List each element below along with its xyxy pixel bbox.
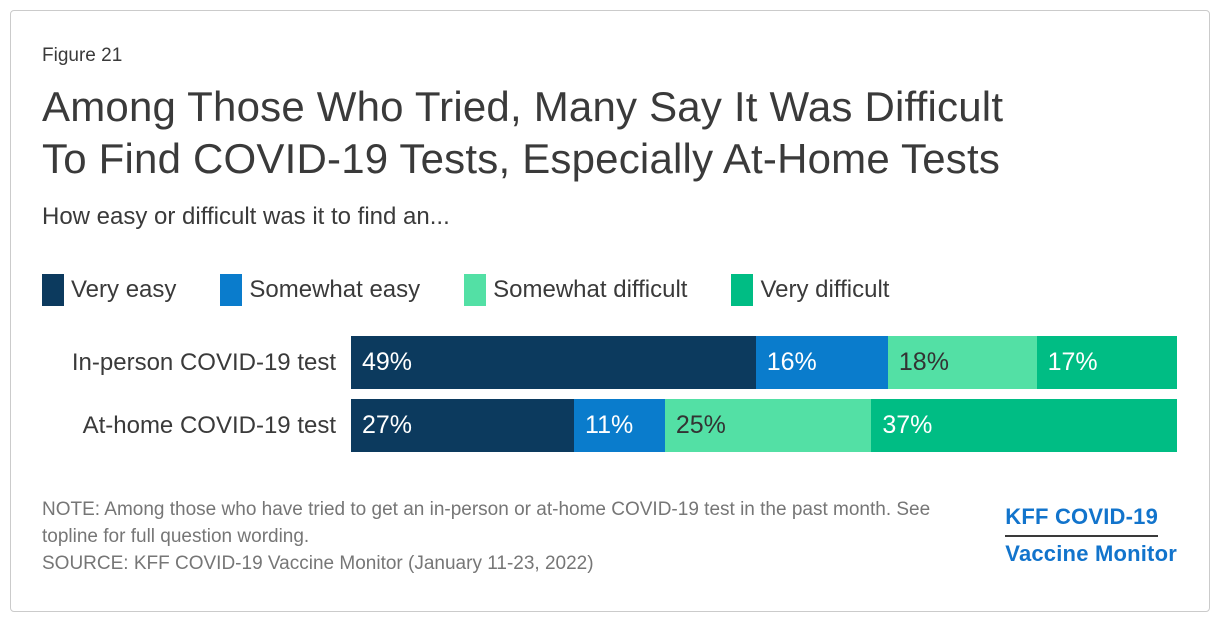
row-label-at-home-covid-19-test: At-home COVID-19 test — [82, 411, 336, 439]
legend-swatch-somewhat-easy — [220, 274, 243, 306]
chart-title: Among Those Who Tried, Many Say It Was D… — [42, 81, 1177, 185]
segment-in-person-covid-19-test-very-easy: 49% — [351, 336, 756, 389]
legend-item-very-easy: Very easy — [42, 274, 176, 306]
segment-in-person-covid-19-test-somewhat-difficult: 18% — [887, 336, 1037, 389]
legend-label-very-easy: Very easy — [71, 276, 177, 303]
segment-at-home-covid-19-test-somewhat-difficult: 25% — [664, 399, 872, 452]
segment-value-label: 17% — [1047, 348, 1098, 376]
legend-swatch-very-easy — [42, 274, 64, 306]
bar-at-home-covid-19-test: 27% 11% 25% 37% — [351, 399, 1177, 452]
chart-title-line-1: Among Those Who Tried, Many Say It Was D… — [42, 83, 1004, 130]
legend-item-somewhat-difficult: Somewhat difficult — [464, 274, 687, 306]
row-label-in-person-covid-19-test: In-person COVID-19 test — [71, 348, 336, 376]
segment-at-home-covid-19-test-somewhat-easy: 11% — [574, 399, 665, 452]
segment-at-home-covid-19-test-very-difficult: 37% — [871, 399, 1177, 452]
logo-line-1: KFF COVID-19 — [1005, 504, 1159, 537]
figure-label: Figure 21 — [42, 45, 123, 66]
legend-label-very-difficult: Very difficult — [760, 276, 890, 303]
chart-title-line-2: To Find COVID-19 Tests, Especially At-Ho… — [42, 135, 1001, 182]
segment-value-label: 16% — [766, 348, 817, 376]
segment-value-label: 27% — [362, 411, 413, 439]
segment-in-person-covid-19-test-somewhat-easy: 16% — [755, 336, 888, 389]
chart-card: Figure 21 Among Those Who Tried, Many Sa… — [10, 10, 1210, 612]
segment-value-label: 37% — [882, 411, 933, 439]
bar-in-person-covid-19-test: 49% 16% 18% 17% — [351, 336, 1177, 389]
segment-value-label: 25% — [675, 411, 726, 439]
legend-item-very-difficult: Very difficult — [731, 274, 889, 306]
note-text: NOTE: Among those who have tried to get … — [42, 499, 931, 547]
notes-block: NOTE: Among those who have tried to get … — [42, 496, 987, 577]
stacked-bar-chart: In-person COVID-19 test 49% 16% 18% 17% At-ho… — [42, 336, 1177, 452]
legend-swatch-very-difficult — [731, 274, 754, 306]
legend-label-somewhat-difficult: Somewhat difficult — [493, 276, 688, 303]
logo-line-2: Vaccine Monitor — [1005, 541, 1177, 566]
kff-vaccine-monitor-logo: KFF COVID-19 Vaccine Monitor — [1005, 504, 1177, 567]
segment-value-label: 49% — [362, 348, 413, 376]
legend: Very easy Somewhat easy Somewhat difficult… — [42, 274, 1177, 306]
chart-subtitle: How easy or difficult was it to find an.… — [42, 203, 450, 230]
legend-item-somewhat-easy: Somewhat easy — [220, 274, 420, 306]
segment-at-home-covid-19-test-very-easy: 27% — [351, 399, 575, 452]
chart-row-at-home-covid-19-test: At-home COVID-19 test 27% 11% 25% 37% — [42, 399, 1177, 452]
chart-row-in-person-covid-19-test: In-person COVID-19 test 49% 16% 18% 17% — [42, 336, 1177, 389]
source-text: SOURCE: KFF COVID-19 Vaccine Monitor (Ja… — [42, 553, 594, 574]
footer: NOTE: Among those who have tried to get … — [42, 496, 1177, 577]
segment-in-person-covid-19-test-very-difficult: 17% — [1036, 336, 1177, 389]
segment-value-label: 18% — [898, 348, 949, 376]
legend-swatch-somewhat-difficult — [464, 274, 487, 306]
legend-label-somewhat-easy: Somewhat easy — [249, 276, 421, 303]
segment-value-label: 11% — [585, 411, 634, 439]
